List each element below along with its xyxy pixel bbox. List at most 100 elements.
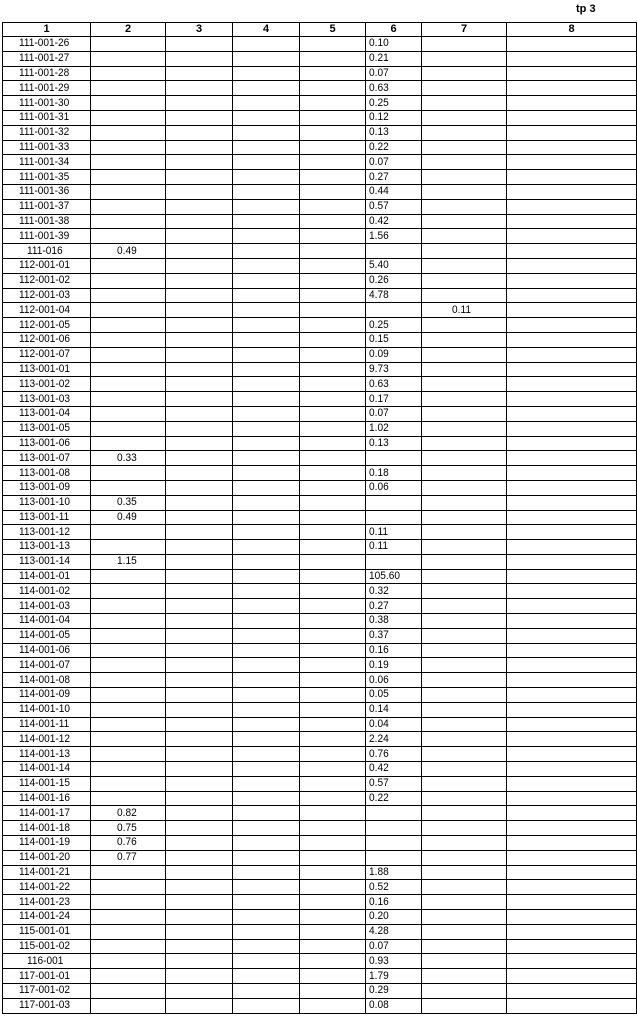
cell-col-1: 113-001-01 (2, 361, 91, 378)
table-row: 113-001-13 0.11 (2, 539, 637, 555)
cell-col-6: 0.04 (365, 716, 422, 733)
cell-col-2 (90, 80, 166, 97)
cell-col-3 (165, 909, 233, 925)
cell-col-8 (506, 701, 637, 718)
cell-col-2 (90, 568, 166, 585)
cell-text: 0.15 (369, 333, 389, 346)
cell-col-3 (165, 672, 233, 689)
cell-col-1: 111-001-26 (2, 36, 91, 52)
cell-col-5 (299, 361, 366, 378)
cell-col-1: 114-001-08 (2, 672, 91, 689)
cell-col-4 (232, 731, 300, 748)
cell-col-8 (506, 435, 637, 452)
cell-col-4 (232, 228, 300, 245)
cell-col-1: 112-001-07 (2, 346, 91, 363)
cell-col-6: 0.12 (365, 109, 422, 126)
cell-col-8 (506, 183, 637, 200)
cell-text: 0.57 (369, 777, 389, 790)
cell-col-1: 111-001-28 (2, 65, 91, 82)
cell-col-4 (232, 317, 300, 333)
column-header-2: 2 (90, 22, 166, 37)
cell-col-8 (506, 257, 637, 274)
cell-col-4 (232, 938, 300, 955)
cell-col-7 (421, 583, 507, 600)
cell-col-8 (506, 317, 637, 333)
cell-col-1: 113-001-07 (2, 450, 91, 467)
cell-col-7 (421, 257, 507, 274)
cell-col-2 (90, 687, 166, 703)
cell-col-6 (365, 243, 422, 259)
cell-col-1: 114-001-13 (2, 746, 91, 763)
cell-col-8 (506, 36, 637, 52)
cell-col-2 (90, 701, 166, 718)
cell-col-8 (506, 997, 637, 1014)
cell-col-3 (165, 864, 233, 881)
cell-col-6: 2.24 (365, 731, 422, 748)
table-row: 111-001-37 0.57 (2, 198, 637, 215)
column-header-5: 5 (299, 22, 366, 37)
cell-col-3 (165, 997, 233, 1014)
cell-col-2: 0.82 (90, 805, 166, 822)
table-row: 114-001-24 0.20 (2, 909, 637, 925)
cell-text: 0.37 (369, 629, 389, 642)
cell-col-6: 105.60 (365, 568, 422, 585)
cell-col-2 (90, 775, 166, 792)
cell-col-1: 113-001-03 (2, 391, 91, 407)
cell-col-2 (90, 539, 166, 555)
cell-col-5 (299, 420, 366, 437)
cell-col-3 (165, 849, 233, 866)
cell-col-4 (232, 198, 300, 215)
cell-col-5 (299, 183, 366, 200)
table-row: 111-001-38 0.42 (2, 213, 637, 230)
table-row: 114-001-10 0.14 (2, 701, 637, 718)
table-row: 111-001-31 0.12 (2, 109, 637, 126)
cell-col-7 (421, 376, 507, 393)
cell-col-3 (165, 272, 233, 289)
table-row: 114-001-16 0.22 (2, 790, 637, 807)
cell-col-8 (506, 346, 637, 363)
cell-col-7 (421, 361, 507, 378)
cell-col-5 (299, 154, 366, 171)
cell-col-2 (90, 435, 166, 452)
cell-col-3 (165, 953, 233, 970)
cell-col-5 (299, 198, 366, 215)
table-row: 112-001-01 5.40 (2, 257, 637, 274)
cell-col-6: 0.44 (365, 183, 422, 200)
cell-col-7 (421, 479, 507, 496)
table-row: 111-001-30 0.25 (2, 95, 637, 111)
cell-text: 2.24 (369, 732, 389, 745)
table-row: 114-001-01 105.60 (2, 568, 637, 585)
cell-col-3 (165, 938, 233, 955)
page-label: tp 3 (576, 3, 596, 15)
cell-col-6: 0.76 (365, 746, 422, 763)
cell-col-2: 0.77 (90, 849, 166, 866)
cell-col-8 (506, 524, 637, 541)
cell-col-8 (506, 716, 637, 733)
cell-col-2 (90, 583, 166, 600)
cell-col-5 (299, 287, 366, 304)
cell-col-2 (90, 154, 166, 171)
cell-col-5 (299, 509, 366, 526)
table-row: 113-001-01 9.73 (2, 361, 637, 378)
cell-col-4 (232, 864, 300, 881)
cell-col-5 (299, 272, 366, 289)
cell-col-3 (165, 509, 233, 526)
cell-col-7 (421, 465, 507, 481)
cell-col-5 (299, 302, 366, 319)
table-row: 117-001-02 0.29 (2, 983, 637, 999)
cell-col-3 (165, 213, 233, 230)
cell-col-6: 0.27 (365, 598, 422, 615)
cell-text: 0.76 (117, 836, 137, 849)
cell-col-1: 111-001-34 (2, 154, 91, 171)
cell-col-3 (165, 287, 233, 304)
cell-col-3 (165, 968, 233, 984)
cell-col-6: 0.57 (365, 775, 422, 792)
cell-col-4 (232, 687, 300, 703)
cell-col-1: 114-001-06 (2, 642, 91, 659)
cell-col-7 (421, 938, 507, 955)
cell-col-3 (165, 731, 233, 748)
cell-col-7 (421, 139, 507, 156)
cell-col-3 (165, 346, 233, 363)
cell-text: 112-001-03 (18, 288, 70, 301)
cell-col-5 (299, 376, 366, 393)
